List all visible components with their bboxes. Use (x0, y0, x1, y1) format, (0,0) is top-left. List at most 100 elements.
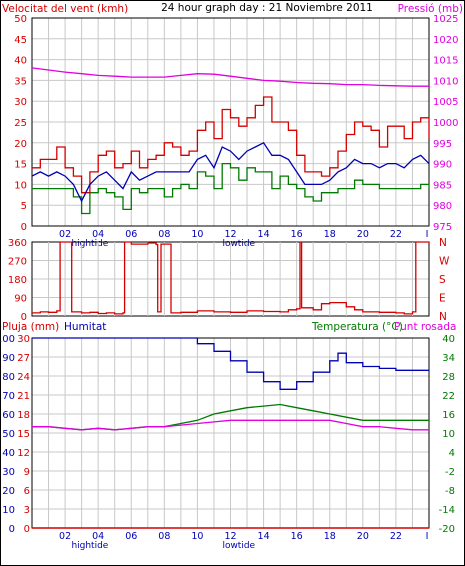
temperature-tick-label: 22 (442, 391, 455, 402)
rain-axis-title: Pluja (mm) (2, 321, 59, 333)
rain-tick-label: 12 (17, 448, 30, 459)
temperature-tick-label: 16 (442, 410, 455, 421)
wind-tick-label: 20 (14, 139, 27, 150)
rain-tick-label: 3 (24, 505, 30, 516)
humidity-tick-label: 0 (9, 524, 15, 535)
wind-tick-label: 50 (14, 14, 27, 25)
compass-label: N (439, 237, 447, 249)
temperature-tick-label: 40 (442, 334, 455, 345)
wind-tick-label: 40 (14, 56, 27, 67)
pressure-tick-label: 980 (433, 201, 452, 212)
temperature-axis-title: Temperatura (°C) (311, 321, 403, 333)
compass-label: W (439, 256, 450, 268)
direction-tick-label: 270 (8, 257, 27, 268)
temperature-tick-label: -14 (439, 505, 455, 516)
wind-x-tick: 08 (158, 229, 170, 240)
pressure-tick-label: 1025 (433, 14, 458, 25)
wind-x-tick: 14 (258, 229, 270, 240)
temperature-tick-label: 28 (442, 372, 455, 383)
pressure-series (31, 67, 429, 87)
lower-x-tick: I (426, 531, 429, 542)
rain-tick-label: 9 (24, 467, 30, 478)
temperature-tick-label: 34 (442, 353, 455, 364)
wind-tick-label: 0 (21, 222, 27, 233)
pressure-tick-label: 1020 (433, 35, 458, 46)
rain-tick-label: 21 (17, 391, 30, 402)
wind-x-tick: 18 (324, 229, 336, 240)
pressure-tick-label: 995 (433, 139, 452, 150)
lower-x-tick: 08 (158, 531, 170, 542)
humidity-tick-label: 70 (2, 391, 15, 402)
rain-tick-label: 24 (17, 372, 30, 383)
dewpoint-series (32, 419, 429, 431)
pressure-tick-label: 985 (433, 180, 452, 191)
direction-tick-label: 360 (8, 238, 27, 249)
wind-x-tick: 02 (59, 229, 71, 240)
wind-tick-label: 25 (14, 118, 27, 129)
wind-x-tick: 10 (191, 229, 203, 240)
lower-x-tick: 12 (224, 531, 236, 542)
lower-x-tick: 18 (324, 531, 336, 542)
humidity-tick-label: 10 (2, 505, 15, 516)
wind-x-tick: 22 (390, 229, 402, 240)
humidity-tick-label: 50 (2, 429, 15, 440)
pressure-tick-label: 1000 (433, 118, 458, 129)
pressure-tick-label: 1010 (433, 76, 458, 87)
humidity-tick-label: 60 (2, 410, 15, 421)
temperature-tick-label: -2 (445, 467, 455, 478)
pressure-axis-title: Pressió (mb) (398, 3, 463, 15)
humidity-axis-title: Humitat (64, 321, 106, 333)
wind-x-tick: 04 (92, 229, 104, 240)
temperature-tick-label: 4 (449, 448, 455, 459)
wind-avg-series (31, 141, 430, 203)
wind-x-tick: 12 (224, 229, 236, 240)
wind-direction-series (32, 241, 430, 315)
wind-tick-label: 5 (21, 201, 27, 212)
lower-tide-label: hightide (71, 541, 108, 551)
rain-tick-label: 6 (24, 486, 30, 497)
wind-tide-label: hightide (71, 239, 108, 249)
pressure-tick-label: 1015 (433, 56, 458, 67)
wind-tick-label: 35 (14, 76, 27, 87)
rain-tick-label: 0 (24, 524, 30, 535)
lower-x-tick: 22 (390, 531, 402, 542)
wind-tick-label: 10 (14, 180, 27, 191)
temperature-tick-label: -8 (445, 486, 455, 497)
direction-tick-label: 0 (21, 312, 27, 323)
wind-x-tick: I (426, 229, 429, 240)
wind-tick-label: 15 (14, 160, 27, 171)
humidity-tick-label: 80 (2, 372, 15, 383)
wind-tide-label: lowtide (222, 239, 255, 249)
rain-tick-label: 27 (17, 353, 30, 364)
chart-title: 24 hour graph day : 21 Noviembre 2011 (161, 2, 373, 14)
compass-label: S (439, 274, 446, 286)
wind-axis-title: Velocitat del vent (kmh) (2, 3, 128, 15)
lower-x-tick: 04 (92, 531, 104, 542)
rain-tick-label: 30 (17, 334, 30, 345)
lower-x-tick: 10 (191, 531, 203, 542)
temperature-tick-label: -20 (439, 524, 455, 535)
lower-x-tick: 16 (291, 531, 303, 542)
lower-x-tick: 20 (357, 531, 369, 542)
wind-x-tick: 06 (125, 229, 137, 240)
humidity-tick-label: 20 (2, 486, 15, 497)
compass-label: N (439, 311, 447, 323)
temperature-tick-label: 10 (442, 429, 455, 440)
wind-gust-series (32, 96, 430, 194)
lower-x-tick: 02 (59, 531, 71, 542)
humidity-series (32, 337, 429, 390)
lower-x-tick: 14 (258, 531, 270, 542)
compass-label: E (439, 293, 446, 305)
wind-x-tick: 20 (357, 229, 369, 240)
wind-x-tick: 16 (291, 229, 303, 240)
pressure-tick-label: 1005 (433, 97, 458, 108)
humidity-tick-label: 40 (2, 448, 15, 459)
wind-min-series (32, 162, 430, 215)
rain-tick-label: 15 (17, 429, 30, 440)
pressure-tick-label: 990 (433, 160, 452, 171)
wind-tick-label: 45 (14, 35, 27, 46)
lower-tide-label: lowtide (222, 541, 255, 551)
direction-tick-label: 90 (14, 294, 27, 305)
